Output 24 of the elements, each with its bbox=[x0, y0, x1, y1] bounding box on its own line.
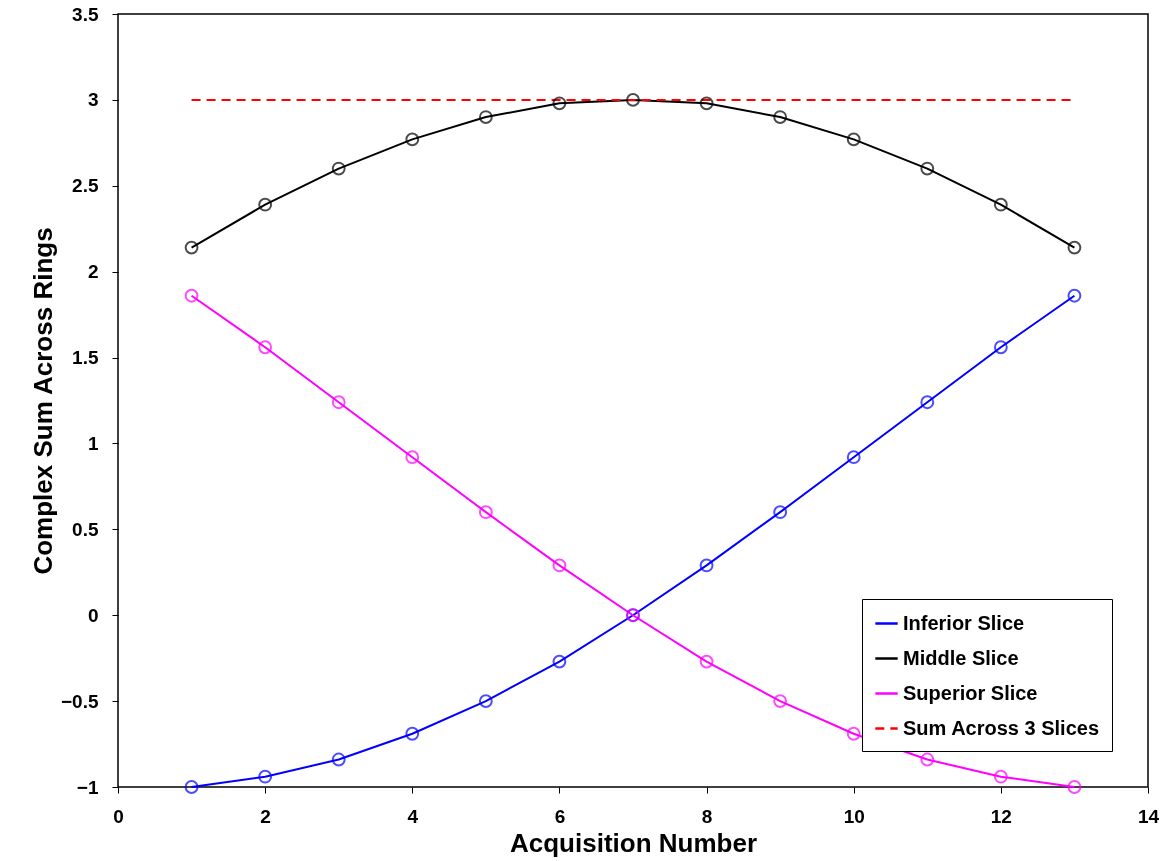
x-tick-label: 12 bbox=[990, 805, 1012, 827]
y-tick-label: 0 bbox=[87, 604, 99, 626]
legend-label: Middle Slice bbox=[903, 646, 1019, 669]
y-tick-label: 1 bbox=[87, 432, 99, 454]
x-tick-label: 4 bbox=[407, 805, 419, 827]
legend-label: Inferior Slice bbox=[903, 611, 1025, 634]
legend-label: Superior Slice bbox=[903, 681, 1038, 704]
x-tick-label: 6 bbox=[554, 805, 566, 827]
y-tick-label: 2 bbox=[87, 261, 99, 283]
y-tick-label: 1.5 bbox=[72, 347, 99, 369]
y-tick-label: 3.5 bbox=[72, 3, 99, 25]
y-axis-title: Complex Sum Across Rings bbox=[27, 227, 58, 575]
x-tick-label: 14 bbox=[1137, 805, 1160, 827]
x-tick-label: 8 bbox=[701, 805, 713, 827]
x-axis-title: Acquisition Number bbox=[509, 827, 758, 858]
x-tick-label: 0 bbox=[113, 805, 124, 827]
x-tick-label: 2 bbox=[260, 805, 271, 827]
y-tick-label: −1 bbox=[76, 776, 99, 798]
legend-label: Sum Across 3 Slices bbox=[903, 716, 1100, 739]
y-tick-label: 2.5 bbox=[72, 175, 99, 197]
y-tick-label: 3 bbox=[87, 89, 99, 111]
y-tick-label: −0.5 bbox=[60, 690, 99, 712]
x-tick-label: 10 bbox=[843, 805, 865, 827]
y-tick-label: 0.5 bbox=[72, 518, 99, 540]
